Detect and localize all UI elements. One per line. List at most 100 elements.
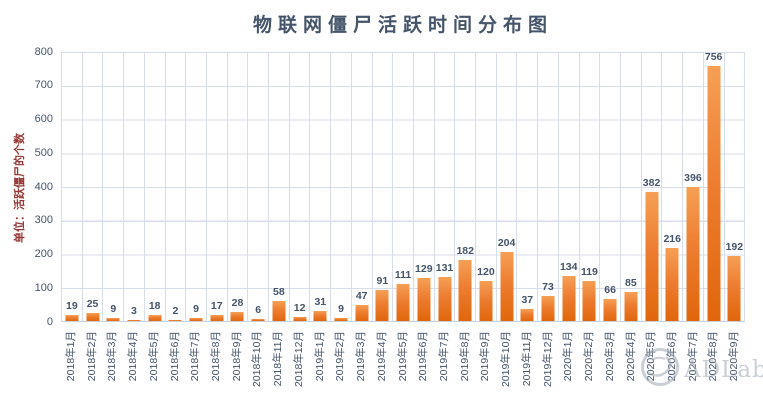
bar-value-label: 134 xyxy=(559,260,578,273)
bar xyxy=(230,311,244,321)
category-cell: 9 xyxy=(331,52,352,321)
bar-value-label: 47 xyxy=(355,290,368,303)
x-axis-label: 2019年8月 xyxy=(458,331,471,382)
bar xyxy=(438,276,451,321)
bar-value-label: 28 xyxy=(231,296,244,309)
x-axis-label: 2020年4月 xyxy=(624,331,637,382)
bar xyxy=(127,320,141,321)
bar xyxy=(665,248,679,321)
x-axis-label: 2019年12月 xyxy=(541,331,554,388)
bar xyxy=(355,305,369,321)
category-cell: 28 xyxy=(228,52,249,321)
bar xyxy=(313,310,327,321)
y-axis-tick-label: 200 xyxy=(34,248,53,260)
bar xyxy=(396,283,410,321)
bar xyxy=(520,308,534,321)
category-cell: 9 xyxy=(186,52,207,321)
bar-value-label: 119 xyxy=(580,265,598,278)
x-axis-label: 2018年3月 xyxy=(106,331,119,382)
x-axis-label: 2018年11月 xyxy=(272,331,285,387)
bar xyxy=(86,312,100,321)
bar-value-label: 120 xyxy=(477,265,495,278)
bar xyxy=(148,314,162,321)
bar xyxy=(189,318,203,321)
x-axis-label: 2019年7月 xyxy=(438,331,450,382)
bar xyxy=(334,318,348,321)
category-cell: 3 xyxy=(124,52,145,321)
bar-value-label: 204 xyxy=(497,237,516,250)
bar xyxy=(168,320,182,321)
x-axis-label: 2018年8月 xyxy=(210,331,222,382)
x-axis-label: 2019年11月 xyxy=(520,331,533,387)
bar-value-label: 91 xyxy=(376,275,389,288)
bar-value-label: 131 xyxy=(435,261,454,274)
x-axis-label: 2018年6月 xyxy=(168,331,181,382)
category-cell: 37 xyxy=(517,52,539,321)
bar-value-label: 2 xyxy=(172,305,179,318)
bar-value-label: 17 xyxy=(210,300,223,313)
bar-value-label: 192 xyxy=(725,241,744,254)
bar xyxy=(272,301,286,321)
category-cell: 192 xyxy=(725,52,746,321)
category-cell: 9 xyxy=(103,52,125,321)
watermark: ADLab xyxy=(638,345,763,394)
bar xyxy=(603,298,617,321)
y-axis-tick-label: 600 xyxy=(34,113,53,125)
bar-value-label: 25 xyxy=(86,297,99,310)
bar xyxy=(624,292,638,321)
y-axis-tick-label: 500 xyxy=(34,146,53,159)
bar xyxy=(479,280,493,321)
category-cell: 17 xyxy=(207,52,228,321)
bar xyxy=(458,259,472,321)
category-cell: 382 xyxy=(642,52,663,321)
category-cell: 2 xyxy=(166,52,187,321)
bar xyxy=(210,315,224,321)
bar-value-label: 9 xyxy=(110,303,117,315)
category-cell: 91 xyxy=(373,52,394,321)
category-cell: 25 xyxy=(83,52,104,321)
x-axis-label: 2019年1月 xyxy=(313,331,326,382)
x-axis-label: 2018年9月 xyxy=(230,331,243,382)
bar xyxy=(293,316,307,321)
bar-value-label: 396 xyxy=(684,172,702,185)
x-axis-label: 2020年1月 xyxy=(562,331,575,382)
category-cell: 756 xyxy=(704,51,725,321)
bar-value-label: 37 xyxy=(521,293,534,306)
x-axis-label: 2018年1月 xyxy=(64,331,77,382)
x-axis-label: 2019年4月 xyxy=(375,331,388,382)
category-cell: 66 xyxy=(600,52,621,321)
bar-value-label: 85 xyxy=(624,277,637,290)
category-cell: 58 xyxy=(269,52,290,321)
category-cell: 129 xyxy=(414,52,435,321)
x-axis-label: 2018年10月 xyxy=(251,331,264,388)
bar xyxy=(541,296,555,321)
bar xyxy=(500,252,514,321)
x-axis-label: 2019年5月 xyxy=(396,331,409,382)
bar xyxy=(645,192,659,321)
bar-value-label: 58 xyxy=(273,286,285,299)
bar xyxy=(106,318,120,321)
x-axis-label: 2018年2月 xyxy=(85,331,98,382)
category-cell: 182 xyxy=(455,52,477,321)
category-cell: 12 xyxy=(290,52,311,321)
x-axis-label: 2018年12月 xyxy=(292,331,305,388)
bar-value-label: 66 xyxy=(604,283,616,296)
bar-value-label: 73 xyxy=(542,281,554,294)
category-cell: 6 xyxy=(248,52,270,321)
x-axis-label: 2018年5月 xyxy=(147,331,160,382)
y-axis-tick-label: 800 xyxy=(34,45,53,58)
x-axis-label: 2019年3月 xyxy=(355,331,367,382)
plot-area: 19 25 9 3 18 2 9 17 28 6 58 12 31 9 47 91 111 129 131 182 12… xyxy=(61,51,746,322)
bar-value-label: 31 xyxy=(314,295,327,308)
category-cell: 120 xyxy=(476,52,497,321)
category-cell: 47 xyxy=(352,52,373,321)
category-cell: 19 xyxy=(62,52,83,321)
bar xyxy=(375,290,389,321)
x-axis-label: 2019年2月 xyxy=(334,331,347,382)
x-axis-label: 2020年3月 xyxy=(603,331,616,382)
bar xyxy=(562,275,576,321)
x-axis-label: 2019年6月 xyxy=(417,331,430,382)
bar xyxy=(707,65,721,321)
bar xyxy=(65,314,79,321)
x-axis-label: 2019年9月 xyxy=(479,331,492,382)
